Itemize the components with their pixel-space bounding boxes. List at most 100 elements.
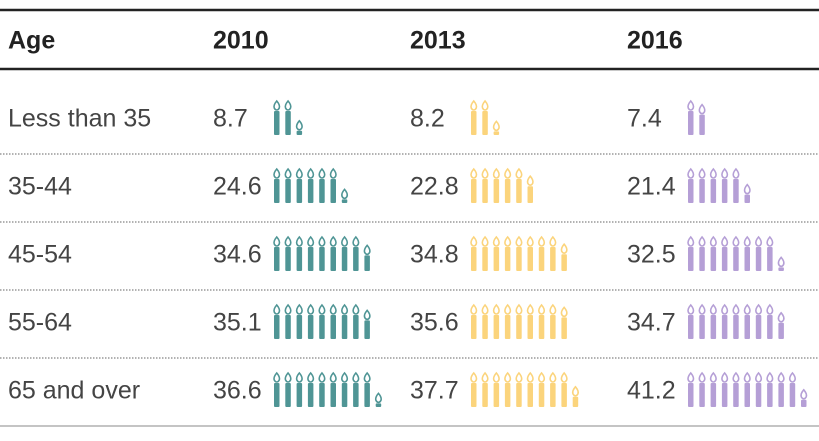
candle	[493, 179, 500, 203]
flame	[721, 167, 729, 179]
flame	[481, 303, 489, 315]
flame	[687, 99, 695, 111]
flame	[755, 303, 763, 315]
candle	[767, 383, 773, 407]
flame	[766, 303, 774, 315]
flame	[318, 235, 326, 247]
flame	[549, 303, 557, 315]
flame	[698, 167, 706, 179]
candle	[471, 111, 477, 135]
flame	[363, 244, 371, 256]
flame	[352, 303, 360, 315]
candle	[296, 315, 303, 339]
flame	[504, 167, 512, 179]
candle	[353, 247, 359, 271]
candle	[274, 247, 280, 271]
candle	[364, 255, 370, 271]
age-cell: 45-54	[8, 241, 72, 269]
flame	[560, 306, 568, 318]
candle	[733, 315, 739, 339]
flame	[318, 167, 326, 179]
flame	[341, 371, 349, 383]
candle	[699, 315, 705, 339]
flame	[698, 371, 706, 383]
flame	[538, 371, 546, 383]
flame	[721, 303, 729, 315]
candle	[688, 315, 694, 339]
flame	[307, 303, 315, 315]
candle	[296, 383, 303, 407]
candle	[516, 383, 522, 407]
flame	[273, 235, 281, 247]
flame	[687, 303, 695, 315]
value-cell: 34.7	[627, 309, 676, 337]
candle	[688, 111, 694, 135]
age-cell: 65 and over	[8, 377, 140, 405]
flame	[698, 103, 706, 115]
flame	[295, 235, 303, 247]
flame	[341, 235, 349, 247]
flame	[307, 167, 315, 179]
candle	[319, 247, 325, 271]
candle	[471, 179, 477, 203]
flame	[526, 174, 534, 187]
flame	[318, 371, 326, 383]
flame	[743, 183, 751, 195]
flame	[687, 235, 695, 247]
flame	[766, 235, 774, 247]
candle	[721, 247, 728, 271]
value-cell: 35.6	[410, 309, 459, 337]
candle	[538, 315, 545, 339]
candle	[688, 247, 694, 271]
flame	[329, 235, 337, 247]
candle	[516, 315, 522, 339]
flame	[284, 167, 292, 179]
flame	[538, 235, 546, 247]
candle	[733, 383, 739, 407]
flame	[363, 309, 371, 321]
candle	[504, 247, 511, 271]
flame	[755, 235, 763, 247]
flame	[295, 119, 303, 131]
candle	[527, 383, 533, 407]
flame	[307, 371, 315, 383]
flame	[538, 303, 546, 315]
candle	[755, 383, 762, 407]
candle	[307, 179, 314, 203]
candle	[778, 267, 784, 271]
flame	[470, 235, 478, 247]
candle	[274, 383, 280, 407]
candle	[330, 315, 336, 339]
flame	[571, 385, 579, 397]
header-cell: 2016	[627, 27, 683, 55]
candle	[353, 315, 359, 339]
flame	[766, 371, 774, 383]
flame	[777, 371, 785, 383]
candle	[330, 247, 336, 271]
candle	[550, 247, 556, 271]
candle	[744, 383, 750, 407]
candle	[471, 383, 477, 407]
candle	[721, 383, 728, 407]
value-cell: 7.4	[627, 105, 662, 133]
value-cell: 35.1	[213, 309, 262, 337]
candle	[710, 247, 717, 271]
candle	[710, 179, 717, 203]
candle	[699, 114, 705, 135]
flame	[709, 167, 717, 179]
age-cell: 55-64	[8, 309, 72, 337]
candle	[538, 383, 545, 407]
flame	[526, 371, 534, 383]
candle	[307, 315, 314, 339]
flame	[295, 167, 303, 179]
flame	[363, 371, 371, 383]
header-cell: 2013	[410, 27, 466, 55]
flame	[295, 303, 303, 315]
candle	[285, 383, 291, 407]
flame	[687, 371, 695, 383]
age-cell: Less than 35	[8, 105, 151, 133]
flame	[504, 371, 512, 383]
flame	[284, 235, 292, 247]
candle	[341, 315, 348, 339]
